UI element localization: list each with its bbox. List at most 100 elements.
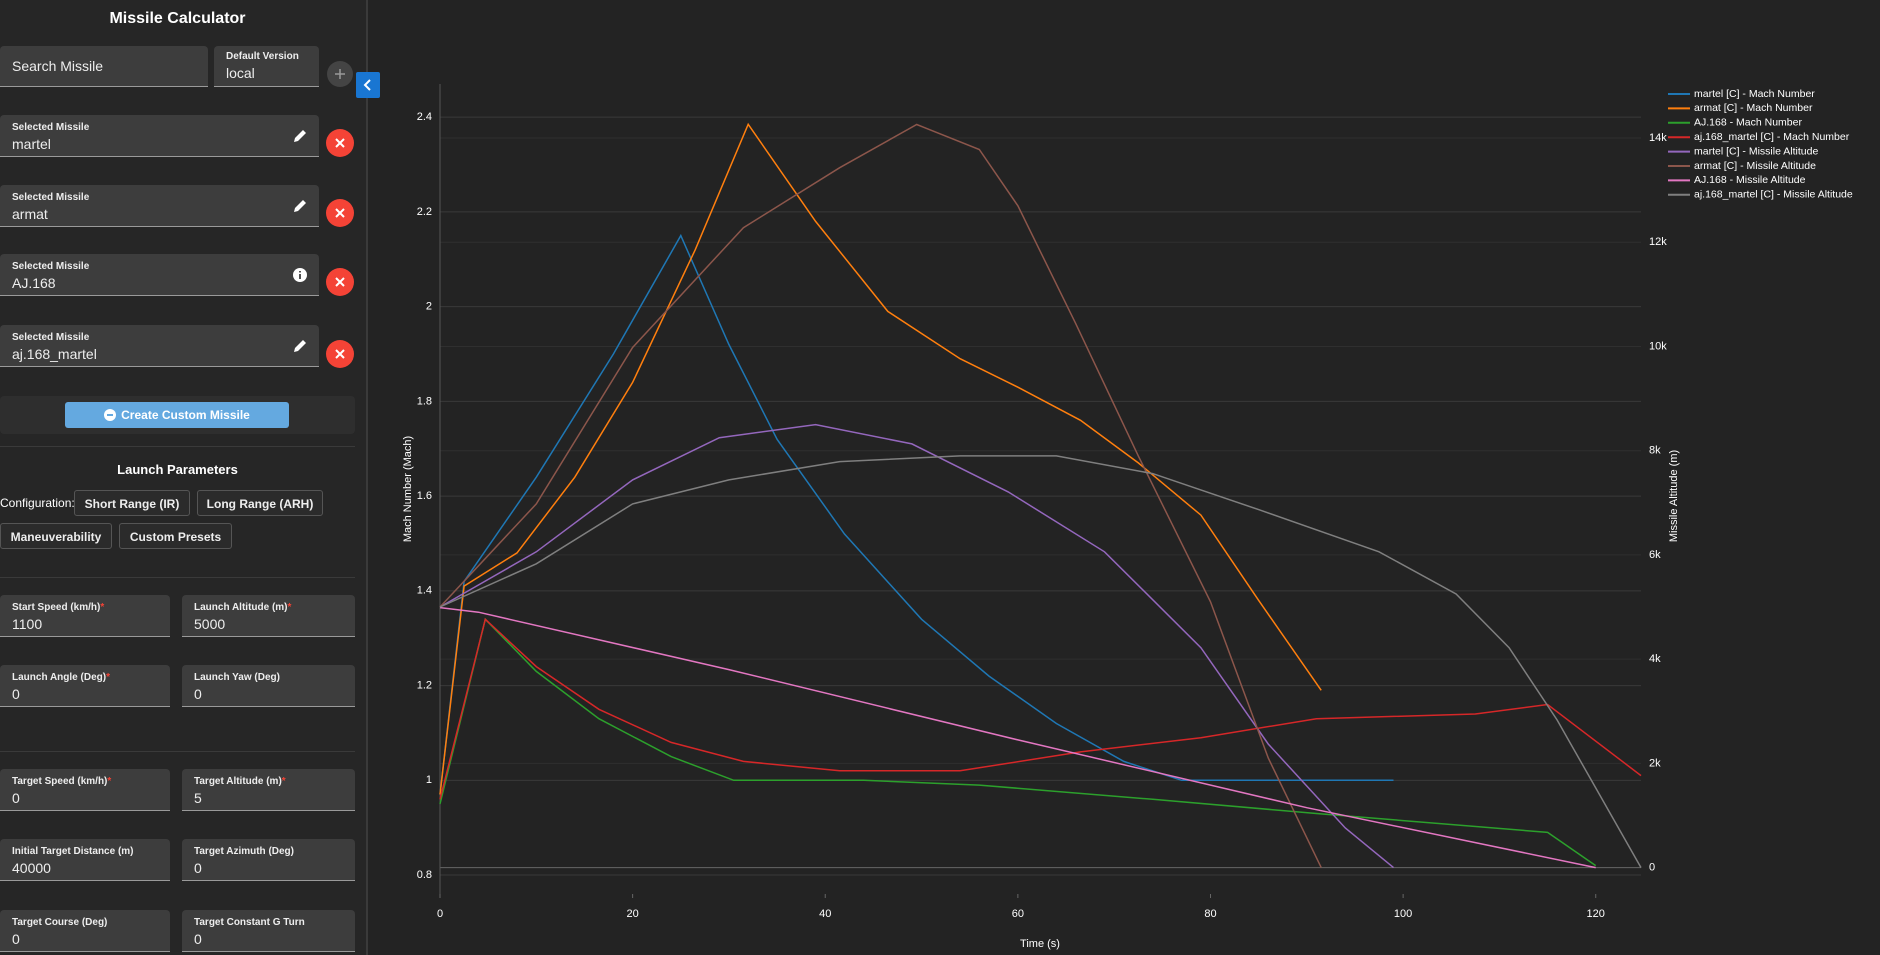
legend-label: martel [C] - Mach Number [1694, 88, 1815, 100]
y-tick-label: 1 [426, 774, 432, 786]
y2-axis-title: Missile Altitude (m) [1668, 450, 1680, 542]
field-label-text: Target Azimuth (Deg) [194, 846, 294, 857]
edit-icon[interactable] [292, 338, 308, 354]
legend-label: aj.168_martel [C] - Missile Altitude [1694, 189, 1853, 201]
input-field[interactable]: Target Speed (km/h)* 0 [0, 769, 170, 811]
field-label: Target Altitude (m)* [194, 776, 286, 787]
y2-tick-label: 6k [1649, 549, 1661, 561]
required-mark: * [107, 776, 112, 787]
field-value: 5000 [194, 616, 226, 632]
version-select[interactable]: Default Version local [214, 46, 319, 87]
missile-value: martel [12, 136, 51, 152]
field-label-text: Launch Altitude (m) [194, 602, 288, 613]
remove-button[interactable] [326, 340, 354, 368]
search-box[interactable]: Search Missile [0, 46, 208, 87]
legend-label: armat [C] - Mach Number [1694, 102, 1813, 114]
field-label: Target Constant G Turn [194, 917, 305, 928]
field-value: 1100 [12, 616, 43, 632]
input-field[interactable]: Target Course (Deg) 0 [0, 910, 170, 952]
x-tick-label: 60 [1012, 908, 1024, 920]
remove-button[interactable] [326, 129, 354, 157]
field-label-text: Start Speed (km/h) [12, 602, 101, 613]
required-mark: * [287, 602, 292, 613]
missile-label: Selected Missile [12, 332, 90, 343]
series-line [439, 123, 1322, 868]
field-label-text: Launch Yaw (Deg) [194, 672, 280, 683]
separator [0, 577, 355, 578]
field-value: 0 [194, 860, 202, 876]
y-tick-label: 1.8 [417, 395, 432, 407]
field-label: Target Course (Deg) [12, 917, 107, 928]
y-tick-label: 2.4 [417, 111, 432, 123]
version-value: local [226, 65, 255, 81]
add-button[interactable] [326, 60, 354, 88]
field-label: Target Speed (km/h)* [12, 776, 111, 787]
remove-button[interactable] [326, 268, 354, 296]
field-label: Launch Altitude (m)* [194, 602, 291, 613]
y-tick-label: 1.6 [417, 490, 432, 502]
preset-button[interactable]: Short Range (IR) [74, 490, 190, 516]
x-tick-label: 80 [1204, 908, 1216, 920]
create-icon [104, 409, 117, 421]
missile-field[interactable]: Selected Missile martel [0, 115, 319, 157]
y2-tick-label: 4k [1649, 653, 1661, 665]
input-field[interactable]: Launch Altitude (m)* 5000 [182, 595, 355, 637]
x-tick-label: 120 [1587, 908, 1605, 920]
missile-value: armat [12, 206, 48, 222]
series-line [439, 606, 1596, 869]
field-label: Initial Target Distance (m) [12, 846, 134, 857]
preset-button[interactable]: Long Range (ARH) [197, 490, 323, 516]
separator [0, 751, 355, 752]
x-tick-label: 0 [437, 908, 443, 920]
y2-tick-label: 10k [1649, 340, 1667, 352]
input-field[interactable]: Initial Target Distance (m) 40000 [0, 839, 170, 881]
missile-field[interactable]: Selected Missile aj.168_martel [0, 325, 319, 367]
y2-tick-label: 12k [1649, 236, 1667, 248]
field-value: 0 [12, 931, 20, 947]
input-field[interactable]: Target Constant G Turn 0 [182, 910, 355, 952]
field-label-text: Initial Target Distance (m) [12, 846, 134, 857]
field-label-text: Target Constant G Turn [194, 917, 305, 928]
legend-label: AJ.168 - Mach Number [1694, 117, 1802, 129]
create-label: Create Custom Missile [121, 408, 250, 422]
create-button[interactable]: Create Custom Missile [65, 402, 289, 428]
series-line [439, 233, 1394, 795]
info-icon[interactable] [292, 267, 308, 283]
preset-button[interactable]: Custom Presets [119, 523, 232, 549]
field-label: Start Speed (km/h)* [12, 602, 104, 613]
y-axis-title: Mach Number (Mach) [402, 436, 414, 542]
input-field[interactable]: Start Speed (km/h)* 1100 [0, 595, 170, 637]
x-tick-label: 40 [819, 908, 831, 920]
input-field[interactable]: Launch Angle (Deg)* 0 [0, 665, 170, 707]
legend-label: AJ.168 - Missile Altitude [1694, 174, 1806, 186]
search-placeholder: Search Missile [12, 58, 104, 74]
missile-label: Selected Missile [12, 122, 90, 133]
series-line [439, 617, 1597, 867]
x-tick-label: 100 [1394, 908, 1412, 920]
legend-label: martel [C] - Missile Altitude [1694, 145, 1818, 157]
remove-button[interactable] [326, 199, 354, 227]
series-line [439, 617, 1642, 800]
preset-button[interactable]: Maneuverability [0, 523, 112, 549]
legend-label: aj.168_martel [C] - Mach Number [1694, 131, 1850, 143]
missile-value: AJ.168 [12, 275, 56, 291]
field-label-text: Target Speed (km/h) [12, 776, 108, 787]
edit-icon[interactable] [292, 198, 308, 214]
input-field[interactable]: Target Azimuth (Deg) 0 [182, 839, 355, 881]
missile-field[interactable]: Selected Missile armat [0, 185, 319, 227]
series-line [439, 423, 1394, 869]
missile-field[interactable]: Selected Missile AJ.168 [0, 254, 319, 296]
y2-tick-label: 14k [1649, 132, 1667, 144]
sidebar: Missile Calculator Search Missile Defaul… [0, 0, 368, 955]
edit-icon[interactable] [292, 128, 308, 144]
input-field[interactable]: Target Altitude (m)* 5 [182, 769, 355, 811]
collapse-button[interactable] [356, 72, 380, 98]
sidebar-title: Missile Calculator [109, 10, 246, 27]
field-label-text: Target Course (Deg) [12, 917, 108, 928]
field-value: 0 [194, 686, 202, 702]
input-field[interactable]: Launch Yaw (Deg) 0 [182, 665, 355, 707]
series-line [439, 455, 1642, 868]
missile-label: Selected Missile [12, 192, 90, 203]
field-label: Launch Angle (Deg)* [12, 672, 110, 683]
y-tick-label: 2.2 [417, 206, 432, 218]
